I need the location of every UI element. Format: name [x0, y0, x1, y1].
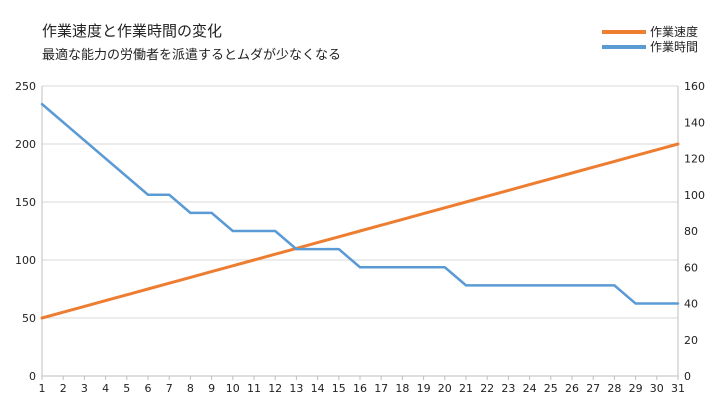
- legend-swatch-speed: [602, 29, 646, 34]
- y-right-tick-label: 120: [684, 153, 705, 166]
- y-left-tick-label: 150: [15, 196, 36, 209]
- series-lines: [40, 102, 680, 320]
- x-tick-label: 21: [459, 382, 473, 395]
- x-tick-label: 27: [586, 382, 600, 395]
- x-tick-label: 28: [607, 382, 621, 395]
- x-tick-label: 20: [438, 382, 452, 395]
- x-tick-label: 1: [39, 382, 46, 395]
- x-tick-label: 9: [208, 382, 215, 395]
- y-right-tick-label: 160: [684, 80, 705, 93]
- legend-item-speed: 作業速度: [602, 24, 698, 39]
- series-line-time: [40, 102, 680, 305]
- x-tick-label: 23: [501, 382, 515, 395]
- x-tick-label: 11: [247, 382, 261, 395]
- y-right-tick-label: 80: [684, 225, 698, 238]
- legend-swatch-time: [602, 44, 646, 49]
- series-line-speed: [40, 142, 680, 320]
- y-left-tick-label: 200: [15, 138, 36, 151]
- y-left-tick-label: 250: [15, 80, 36, 93]
- legend-item-time: 作業時間: [602, 39, 698, 54]
- x-tick-label: 6: [145, 382, 152, 395]
- x-tick-label: 8: [187, 382, 194, 395]
- x-tick-label: 13: [289, 382, 303, 395]
- x-tick-label: 18: [395, 382, 409, 395]
- x-tick-label: 7: [166, 382, 173, 395]
- y-right-tick-label: 60: [684, 261, 698, 274]
- y-left-tick-label: 100: [15, 254, 36, 267]
- x-tick-label: 3: [81, 382, 88, 395]
- legend-label-time: 作業時間: [650, 40, 699, 54]
- x-tick-label: 4: [102, 382, 109, 395]
- y-right-tick-label: 0: [684, 370, 691, 383]
- x-tick-label: 14: [311, 382, 325, 395]
- y-right-tick-label: 100: [684, 189, 705, 202]
- chart-title: 作業速度と作業時間の変化: [42, 22, 223, 40]
- x-tick-label: 2: [60, 382, 67, 395]
- x-tick-label: 12: [268, 382, 282, 395]
- x-tick-label: 29: [629, 382, 643, 395]
- x-tick-label: 19: [417, 382, 431, 395]
- x-tick-label: 26: [565, 382, 579, 395]
- x-tick-label: 16: [353, 382, 367, 395]
- x-tick-label: 5: [123, 382, 130, 395]
- y-left-tick-label: 50: [22, 312, 36, 325]
- y-right-tick-label: 20: [684, 334, 698, 347]
- legend: 作業速度 作業時間: [602, 24, 698, 54]
- x-tick-label: 22: [480, 382, 494, 395]
- x-tick-label: 24: [523, 382, 537, 395]
- legend-label-speed: 作業速度: [650, 25, 699, 39]
- x-tick-label: 17: [374, 382, 388, 395]
- x-tick-label: 10: [226, 382, 240, 395]
- y-left-tick-label: 0: [29, 370, 36, 383]
- x-tick-label: 31: [671, 382, 685, 395]
- y-right-tick-label: 40: [684, 298, 698, 311]
- x-tick-label: 25: [544, 382, 558, 395]
- chart-subtitle: 最適な能力の労働者を派遣するとムダが少なくなる: [42, 48, 342, 63]
- y-right-tick-label: 140: [684, 116, 705, 129]
- x-tick-label: 15: [332, 382, 346, 395]
- x-tick-label: 30: [650, 382, 664, 395]
